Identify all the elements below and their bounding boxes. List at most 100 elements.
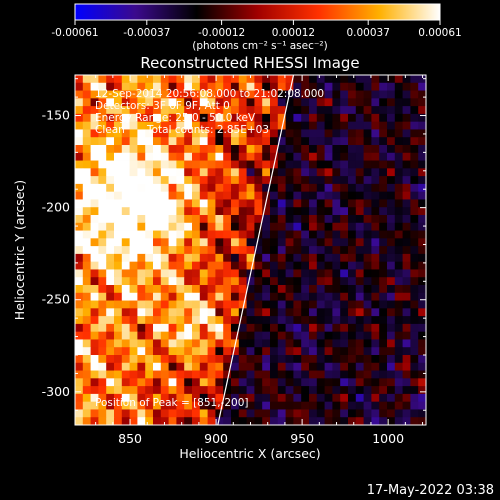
heatmap-cell bbox=[114, 308, 123, 317]
heatmap-cell bbox=[137, 331, 146, 340]
heatmap-cell bbox=[293, 253, 302, 263]
heatmap-cell bbox=[340, 183, 349, 193]
heatmap-cell bbox=[270, 409, 279, 418]
heatmap-cell bbox=[363, 191, 372, 200]
heatmap-cell bbox=[254, 409, 263, 418]
heatmap-cell bbox=[246, 191, 255, 200]
heatmap-cell bbox=[285, 386, 294, 395]
heatmap-cell bbox=[379, 269, 388, 278]
heatmap-cell bbox=[387, 355, 396, 364]
heatmap-cell bbox=[324, 316, 333, 325]
heatmap-cell bbox=[160, 160, 169, 169]
heatmap-cell bbox=[199, 316, 208, 325]
heatmap-cell bbox=[277, 292, 286, 301]
heatmap-cell bbox=[90, 269, 99, 278]
heatmap-cell bbox=[199, 253, 208, 263]
heatmap-cell bbox=[184, 269, 193, 278]
heatmap-cell bbox=[309, 106, 318, 115]
heatmap-cell bbox=[410, 253, 419, 263]
heatmap-cell bbox=[145, 355, 154, 364]
heatmap-cell bbox=[277, 145, 286, 154]
heatmap-cell bbox=[387, 261, 396, 270]
heatmap-cell bbox=[246, 160, 255, 169]
heatmap-cell bbox=[114, 417, 123, 425]
heatmap-cell bbox=[82, 199, 91, 208]
heatmap-cell bbox=[106, 199, 115, 208]
heatmap-cell bbox=[137, 129, 146, 138]
heatmap-cell bbox=[301, 176, 310, 185]
heatmap-cell bbox=[332, 176, 341, 185]
heatmap-cell bbox=[207, 347, 216, 356]
heatmap-cell bbox=[145, 113, 154, 123]
heatmap-cell bbox=[262, 222, 271, 231]
heatmap-cell bbox=[277, 246, 286, 255]
heatmap-cell bbox=[168, 238, 177, 247]
heatmap-cell bbox=[215, 191, 224, 200]
heatmap-cell bbox=[160, 253, 169, 263]
heatmap-cell bbox=[192, 145, 201, 154]
heatmap-cell bbox=[246, 393, 255, 403]
heatmap-cell bbox=[277, 409, 286, 418]
heatmap-cell bbox=[363, 145, 372, 154]
heatmap-cell bbox=[90, 230, 99, 239]
heatmap-cell bbox=[332, 98, 341, 107]
heatmap-cell bbox=[153, 347, 162, 356]
heatmap-cell bbox=[402, 347, 411, 356]
heatmap-cell bbox=[254, 401, 263, 410]
heatmap-cell bbox=[309, 215, 318, 224]
heatmap-cell bbox=[363, 207, 372, 216]
heatmap-cell bbox=[90, 386, 99, 395]
heatmap-cell bbox=[231, 285, 240, 294]
heatmap-cell bbox=[270, 253, 279, 263]
heatmap-cell bbox=[371, 308, 380, 317]
heatmap-cell bbox=[137, 222, 146, 231]
heatmap-cell bbox=[340, 401, 349, 410]
heatmap-cell bbox=[145, 253, 154, 263]
heatmap-cell bbox=[332, 417, 341, 425]
heatmap-cell bbox=[293, 176, 302, 185]
heatmap-cell bbox=[168, 106, 177, 115]
heatmap-cell bbox=[82, 82, 91, 91]
heatmap-cell bbox=[223, 215, 232, 224]
heatmap-cell bbox=[316, 339, 325, 348]
heatmap-cell bbox=[114, 316, 123, 325]
heatmap-cell bbox=[90, 285, 99, 294]
heatmap-cell bbox=[176, 75, 185, 84]
heatmap-cell bbox=[270, 339, 279, 348]
heatmap-cell bbox=[168, 75, 177, 84]
heatmap-cell bbox=[324, 82, 333, 91]
heatmap-cell bbox=[168, 121, 177, 130]
heatmap-cell bbox=[246, 261, 255, 270]
heatmap-cell bbox=[293, 90, 302, 99]
heatmap-cell bbox=[184, 137, 193, 146]
heatmap-cell bbox=[121, 292, 130, 301]
heatmap-cell bbox=[137, 316, 146, 325]
heatmap-cell bbox=[277, 285, 286, 294]
heatmap-cell bbox=[270, 137, 279, 146]
heatmap-cell bbox=[75, 129, 84, 138]
heatmap-cell bbox=[410, 145, 419, 154]
heatmap-cell bbox=[129, 347, 138, 356]
heatmap-cell bbox=[114, 393, 123, 403]
heatmap-cell bbox=[340, 246, 349, 255]
heatmap-cell bbox=[387, 370, 396, 379]
heatmap-cell bbox=[168, 300, 177, 309]
heatmap-cell bbox=[363, 199, 372, 208]
heatmap-cell bbox=[223, 339, 232, 348]
heatmap-cell bbox=[114, 300, 123, 309]
heatmap-cell bbox=[82, 207, 91, 216]
heatmap-cell bbox=[238, 393, 247, 403]
heatmap-cell bbox=[332, 90, 341, 99]
heatmap-cell bbox=[176, 183, 185, 193]
heatmap-cell bbox=[394, 98, 403, 107]
heatmap-cell bbox=[75, 269, 84, 278]
heatmap-cell bbox=[348, 121, 357, 130]
heatmap-cell bbox=[402, 316, 411, 325]
heatmap-cell bbox=[199, 90, 208, 99]
heatmap-cell bbox=[293, 285, 302, 294]
heatmap-cell bbox=[192, 82, 201, 91]
heatmap-cell bbox=[355, 261, 364, 270]
heatmap-cell bbox=[254, 355, 263, 364]
heatmap-cell bbox=[379, 323, 388, 333]
heatmap-cell bbox=[192, 269, 201, 278]
